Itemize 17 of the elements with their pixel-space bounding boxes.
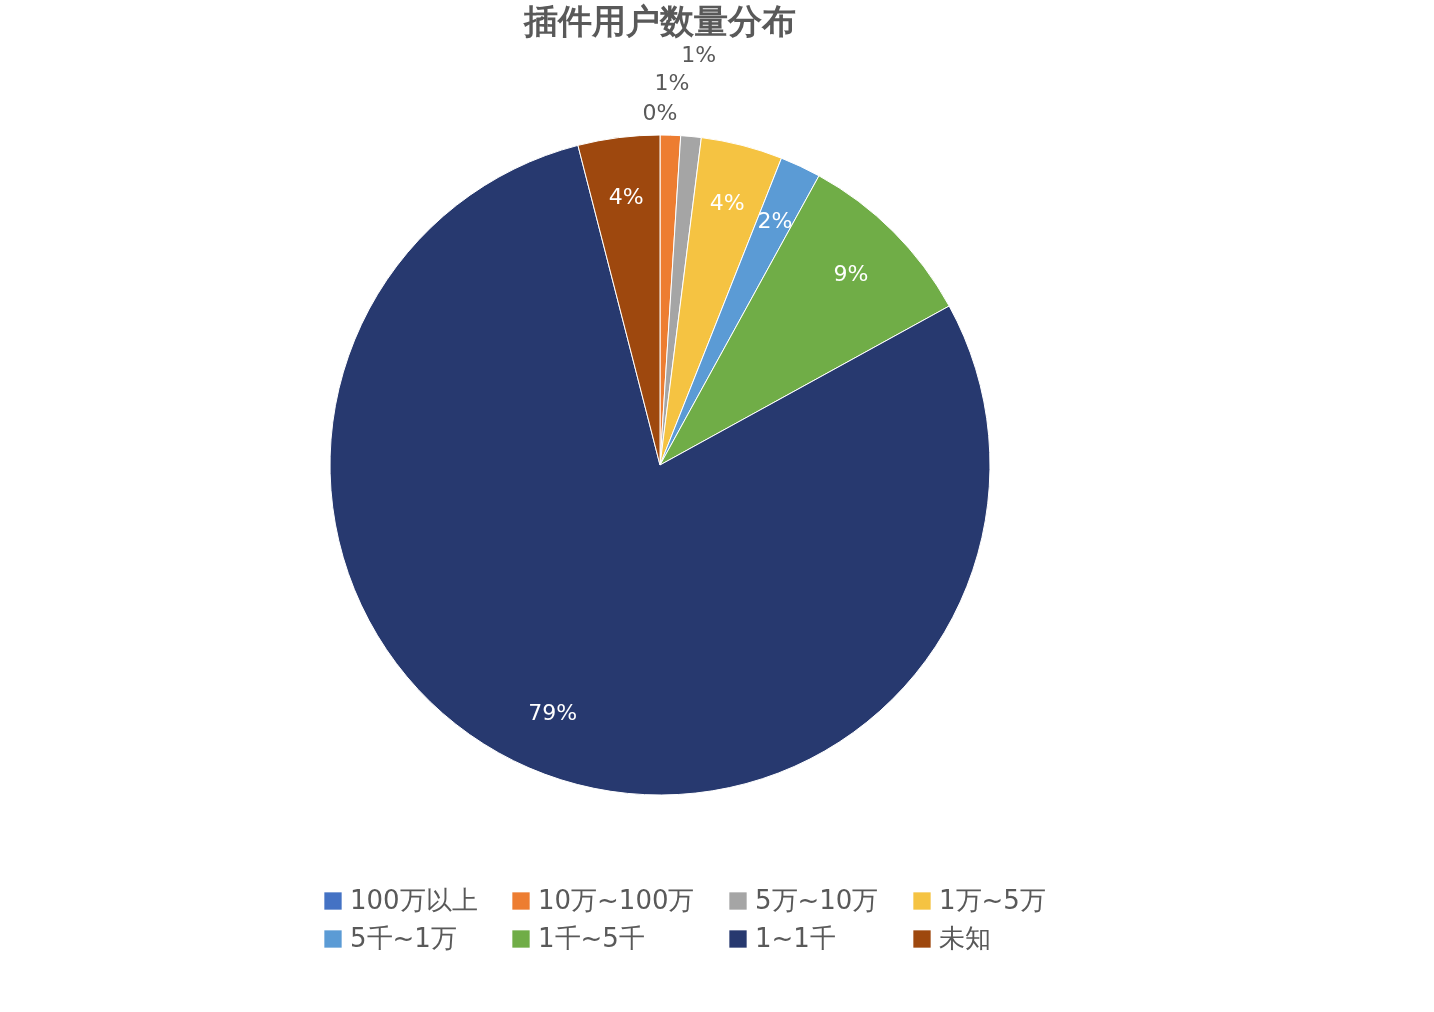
legend-label: 10万~100万 bbox=[538, 885, 695, 915]
data-label: 9% bbox=[833, 261, 869, 287]
text: 0% bbox=[642, 100, 678, 125]
chart-title: 插件用户数量分布 bbox=[523, 0, 796, 41]
data-label: 1% bbox=[681, 41, 717, 67]
data-label: 1% bbox=[654, 70, 690, 96]
data-label: 4% bbox=[608, 184, 644, 210]
legend-label: 1千~5千 bbox=[538, 923, 645, 953]
legend-label: 未知 bbox=[939, 923, 991, 953]
legend-label: 1万~5万 bbox=[939, 885, 1046, 915]
legend-label: 100万以上 bbox=[350, 885, 478, 915]
data-label: 4% bbox=[709, 190, 745, 216]
data-label: 79% bbox=[528, 699, 578, 725]
legend-label: 5万~10万 bbox=[755, 885, 879, 915]
data-label: 2% bbox=[757, 207, 793, 233]
legend-label: 5千~1万 bbox=[350, 923, 457, 953]
legend-label: 1~1千 bbox=[755, 923, 836, 953]
